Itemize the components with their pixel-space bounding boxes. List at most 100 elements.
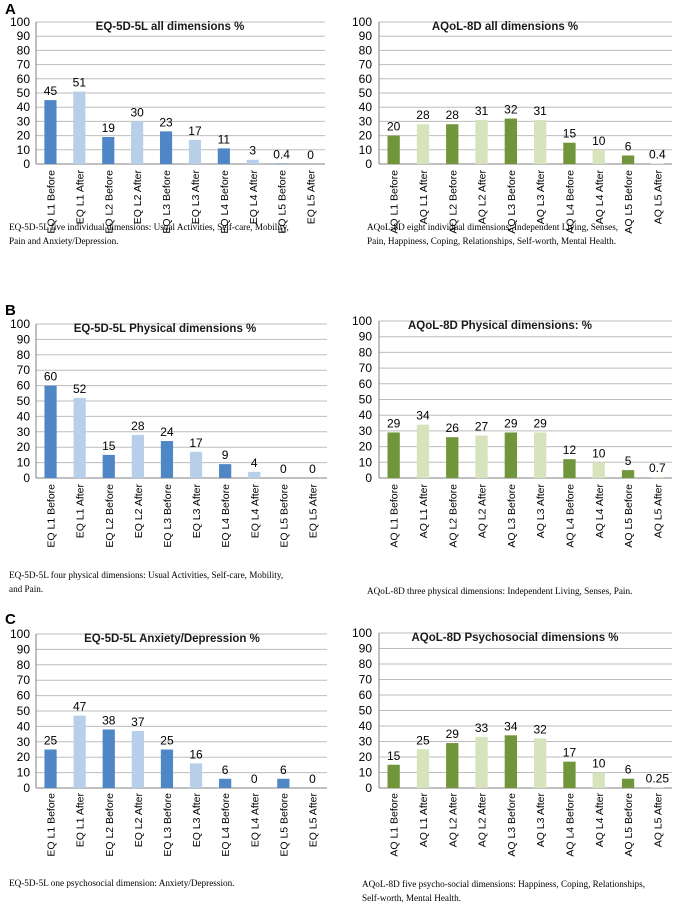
bar — [621, 470, 635, 478]
x-tick-label: AQ L2 Before — [447, 170, 459, 234]
x-tick-label: AQ L5 Before — [623, 484, 635, 548]
data-label: 19 — [102, 121, 116, 135]
bar — [651, 163, 664, 164]
y-tick-label: 80 — [17, 43, 31, 57]
chart-caption: and Pain. — [9, 584, 43, 594]
bar — [563, 142, 576, 164]
y-tick-label: 20 — [359, 129, 373, 143]
data-label: 23 — [159, 115, 173, 129]
y-tick-label: 70 — [359, 673, 373, 687]
y-tick-label: 0 — [365, 157, 372, 171]
panel-letter-b: B — [5, 302, 16, 319]
bar — [102, 729, 115, 788]
y-tick-label: 50 — [17, 86, 31, 100]
chart-caption: Self-worth, Mental Health. — [362, 893, 461, 903]
y-tick-label: 0 — [23, 157, 30, 171]
y-tick-label: 60 — [359, 688, 373, 702]
bar — [44, 100, 57, 164]
data-label: 33 — [475, 721, 489, 735]
x-tick-label: AQ L5 Before — [623, 793, 635, 857]
data-label: 45 — [44, 84, 58, 98]
bar — [592, 772, 605, 788]
chart-caption: EQ-5D-5L one psychosocial dimension: Anx… — [9, 878, 234, 888]
data-label: 0 — [307, 148, 314, 162]
y-tick-label: 0 — [23, 471, 30, 485]
chart-title: EQ-5D-5L Anxiety/Depression % — [84, 633, 260, 645]
bar — [219, 464, 232, 478]
x-tick-label: AQ L1 After — [418, 169, 430, 224]
y-tick-label: 20 — [17, 750, 31, 764]
y-tick-label: 40 — [359, 719, 373, 733]
bar — [131, 434, 144, 478]
data-label: 25 — [160, 734, 174, 748]
bar — [416, 124, 430, 164]
x-tick-label: EQ L3 Before — [161, 170, 173, 234]
y-tick-label: 90 — [17, 29, 31, 43]
chart-caption: EQ-5D-5L four physical dimensions: Usual… — [9, 570, 283, 580]
y-tick-label: 80 — [359, 43, 373, 57]
y-tick-label: 100 — [352, 626, 372, 640]
bar — [475, 736, 488, 788]
data-label: 0.4 — [273, 147, 290, 161]
y-tick-label: 70 — [359, 58, 373, 72]
data-label: 17 — [189, 436, 203, 450]
data-label: 27 — [475, 420, 489, 434]
x-tick-label: EQ L5 Before — [278, 793, 290, 857]
y-tick-label: 10 — [359, 455, 373, 469]
x-tick-label: EQ L2 Before — [104, 484, 116, 548]
y-tick-label: 40 — [359, 408, 373, 422]
bar — [446, 437, 459, 478]
x-tick-label: EQ L1 Before — [46, 793, 58, 857]
y-tick-label: 10 — [17, 456, 31, 470]
y-tick-label: 100 — [10, 15, 30, 29]
bar — [102, 454, 115, 478]
y-tick-label: 20 — [359, 440, 373, 454]
data-label: 11 — [218, 132, 231, 146]
data-label: 24 — [160, 425, 174, 439]
data-label: 25 — [416, 733, 430, 747]
bar — [592, 462, 605, 478]
y-tick-label: 40 — [17, 719, 31, 733]
y-tick-label: 80 — [359, 657, 373, 671]
y-tick-label: 20 — [17, 440, 31, 454]
x-tick-label: EQ L3 Before — [162, 484, 174, 548]
x-tick-label: EQ L3 After — [190, 169, 202, 224]
x-tick-label: AQ L4 Before — [564, 484, 576, 548]
x-tick-label: EQ L3 After — [191, 483, 203, 538]
y-tick-label: 30 — [359, 735, 373, 749]
bar — [44, 385, 57, 478]
x-tick-label: EQ L1 After — [75, 483, 87, 538]
data-label: 34 — [416, 409, 430, 423]
x-tick-label: AQ L1 After — [418, 483, 430, 538]
y-tick-label: 10 — [359, 143, 373, 157]
x-tick-label: AQ L4 After — [594, 792, 606, 847]
data-label: 0 — [280, 462, 287, 476]
bar — [102, 137, 115, 164]
chart-title: EQ-5D-5L Physical dimensions % — [74, 323, 257, 335]
y-tick-label: 30 — [359, 114, 373, 128]
bar — [73, 715, 86, 788]
panel-letter-c: C — [5, 611, 16, 628]
data-label: 32 — [504, 103, 518, 117]
bar — [188, 139, 202, 164]
x-tick-label: AQ L2 After — [477, 169, 489, 224]
chart-caption: EQ-5D-5L five individual dimensions: Usu… — [9, 222, 289, 232]
data-label: 17 — [563, 746, 577, 760]
data-label: 51 — [73, 76, 87, 90]
chart-caption: Pain, Happiness, Coping, Relationships, … — [367, 236, 616, 246]
data-label: 15 — [102, 439, 116, 453]
x-tick-label: EQ L4 After — [249, 792, 261, 847]
bar — [131, 731, 144, 788]
chart-title: AQoL-8D Psychosocial dimensions % — [411, 632, 618, 644]
bar — [475, 119, 488, 164]
data-label: 17 — [188, 124, 202, 138]
chart-caption: AQoL-8D three physical dimensions: Indep… — [367, 586, 632, 596]
bar — [73, 91, 86, 164]
data-label: 15 — [563, 127, 577, 141]
y-tick-label: 10 — [17, 143, 31, 157]
bar — [621, 778, 635, 788]
y-tick-label: 0 — [23, 781, 30, 795]
